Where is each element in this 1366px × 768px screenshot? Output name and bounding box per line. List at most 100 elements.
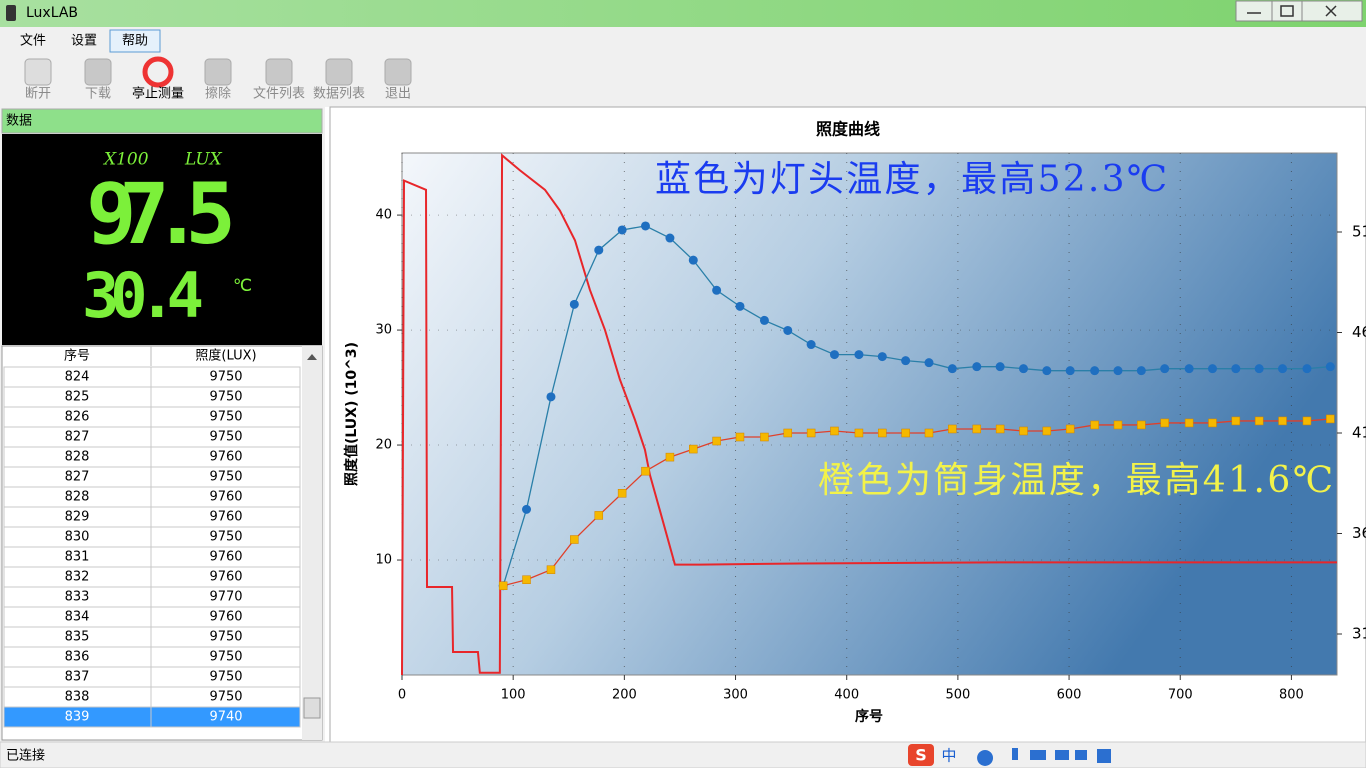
toolbar-button[interactable]: 亭止测量 [132,86,184,102]
scroll-arrow [307,354,317,360]
table-cell: 9750 [209,470,242,485]
maximize-button[interactable] [1271,0,1303,22]
table-row[interactable] [3,526,301,548]
table-cell: 9750 [209,670,242,685]
data-point [689,444,698,454]
table-row[interactable] [3,506,301,528]
table-row[interactable] [3,546,301,568]
data-point [1042,426,1052,436]
ime-mode[interactable]: 中 [941,747,956,765]
data-point [735,432,745,442]
data-point [569,299,579,309]
table-cell: 9760 [209,490,242,505]
column-header: 照度(LUX) [195,348,256,364]
table-cell: 828 [65,450,90,465]
menu-item[interactable]: 帮助 [122,34,148,49]
column-header: 序号 [64,349,90,364]
lux-reading: 97.5 [86,165,236,263]
table-row[interactable] [3,666,301,688]
panel-header-text: 数据 [6,114,32,129]
data-point [546,392,556,402]
menu-item[interactable]: 文件 [20,34,46,49]
table-cell: 9760 [209,550,242,565]
data-point [1325,362,1335,372]
data-point [830,426,839,436]
toolbar-button[interactable]: 下载 [85,87,111,102]
x-tick-label: 500 [945,688,970,703]
table-row[interactable] [3,566,301,588]
chart-annotation: 橙色为筒身温度，最高41.6℃ [818,460,1333,501]
y2-tick-label: 36 [1352,524,1366,542]
table-cell: 9740 [209,710,242,725]
x-tick-label: 700 [1168,688,1193,703]
table-row[interactable] [3,426,301,448]
table-row[interactable] [3,406,301,428]
window-controls [1247,5,1337,17]
toolbar-button[interactable]: 擦除 [205,87,231,102]
data-point [1042,366,1052,376]
chart-title: 照度曲线 [816,120,880,139]
y-tick-label: 30 [375,323,392,338]
minimize-button[interactable] [1235,0,1273,22]
table-row[interactable] [3,386,301,408]
y-tick-label: 40 [375,208,392,223]
table-row[interactable] [3,606,301,628]
data-point [1090,420,1099,430]
series-line [401,153,1337,676]
table-cell: 9750 [209,430,242,445]
table-row[interactable] [3,586,301,608]
status-text: 已连接 [6,748,45,764]
data-point [901,356,911,366]
data-point [1184,364,1194,374]
data-point [1065,424,1075,434]
table-row[interactable] [3,646,301,668]
table-cell: 9750 [209,410,242,425]
data-point [570,535,579,544]
data-point [806,340,816,350]
data-point [594,511,604,520]
table-row[interactable] [3,706,301,728]
toolbar-button[interactable]: 退出 [385,87,411,102]
toolbar-icon [24,58,52,86]
table-cell: 832 [65,570,90,585]
table-cell: 829 [65,510,90,525]
data-point [640,221,650,231]
table-cell: 9760 [209,610,242,625]
unit: LUX [184,150,223,170]
scrollbar[interactable] [302,346,322,740]
temp-reading: 30.4 [82,259,204,332]
toolbar-icon [384,58,412,86]
data-point [972,362,982,372]
data-point [1113,366,1123,376]
table-row[interactable] [3,486,301,508]
data-point [759,315,769,325]
menu-item[interactable]: 设置 [71,34,97,49]
toolbar-button[interactable]: 数据列表 [313,87,365,102]
table-row[interactable] [3,686,301,708]
table-row[interactable] [3,446,301,468]
table-row[interactable] [3,366,301,388]
x-tick-label: 100 [501,688,526,703]
y-tick-label: 10 [375,553,392,568]
toolbar-button[interactable]: 断开 [25,87,51,102]
data-point [783,428,793,438]
table-cell: 9750 [209,530,242,545]
data-point [947,364,957,374]
toolbar-button[interactable]: 文件列表 [253,87,305,102]
data-point [1278,416,1287,426]
table-cell: 9750 [209,650,242,665]
x-tick-label: 800 [1279,688,1304,703]
data-point [1018,364,1028,374]
table-cell: 9750 [209,390,242,405]
table-cell: 839 [65,710,90,725]
table-cell: 828 [65,490,90,505]
data-point [1160,364,1170,374]
toolbar-icon [325,58,353,86]
ime-logo[interactable] [908,744,934,766]
table-row[interactable] [3,466,301,488]
data-point [806,428,816,438]
table-cell: 9750 [209,690,242,705]
scroll-thumb[interactable] [303,697,321,719]
table-row[interactable] [3,626,301,648]
table-cell: 838 [65,690,90,705]
